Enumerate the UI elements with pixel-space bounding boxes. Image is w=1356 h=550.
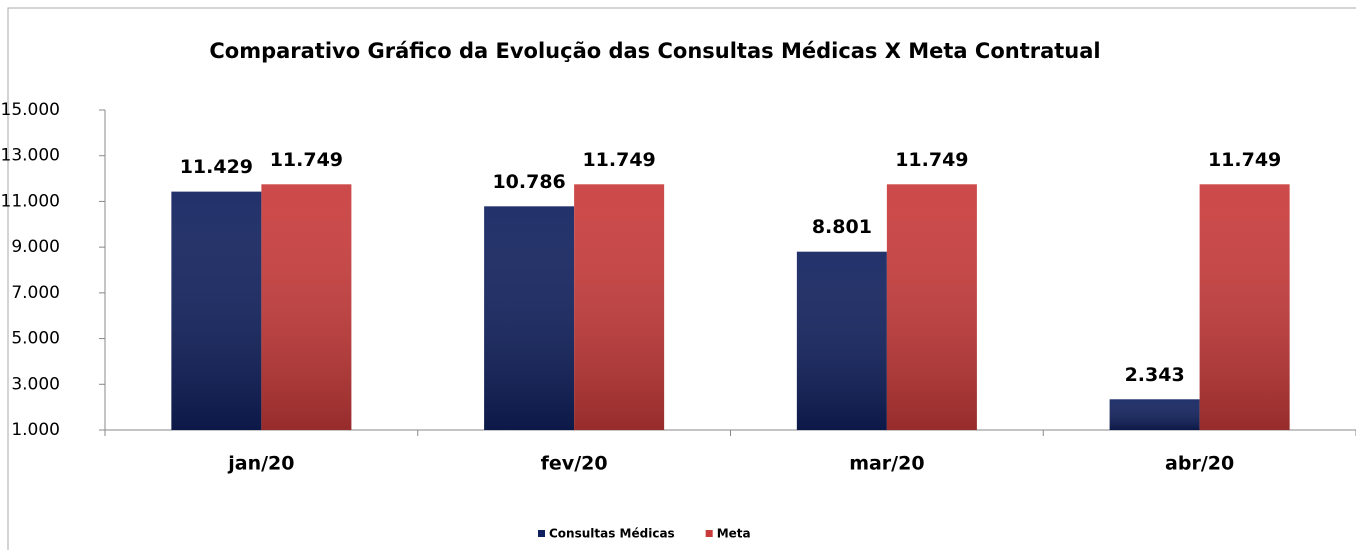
value-label: 11.429: [180, 156, 253, 178]
value-label: 8.801: [812, 216, 872, 238]
x-tick-label: abr/20: [1165, 453, 1234, 475]
bar-shade: [484, 206, 575, 430]
value-label: 10.786: [492, 171, 565, 193]
bar-shade: [171, 191, 262, 430]
chart-border: [7, 7, 1356, 550]
value-label: 11.749: [270, 149, 343, 171]
value-label: 11.749: [1208, 149, 1281, 171]
chart-title: Comparativo Gráfico da Evolução das Cons…: [209, 39, 1100, 63]
y-tick-label: 7.000: [11, 283, 60, 303]
bar-shade: [1109, 399, 1200, 430]
y-tick-label: 15.000: [1, 100, 60, 120]
bar-shade: [1199, 184, 1290, 430]
x-tick-label: mar/20: [849, 453, 924, 475]
legend-swatch: [538, 530, 545, 537]
bar-shade: [796, 251, 887, 430]
y-tick-label: 3.000: [11, 374, 60, 394]
legend-label: Meta: [717, 527, 751, 541]
value-label: 11.749: [582, 149, 655, 171]
y-tick-label: 1.000: [11, 420, 60, 440]
y-tick-label: 13.000: [1, 146, 60, 166]
value-label: 11.749: [895, 149, 968, 171]
value-label: 2.343: [1125, 364, 1185, 386]
bar-shade: [574, 184, 665, 430]
bar-shade: [886, 184, 977, 430]
x-tick-label: jan/20: [227, 453, 294, 475]
x-tick-label: fev/20: [541, 453, 608, 475]
bar-shade: [261, 184, 352, 430]
legend-swatch: [705, 530, 713, 537]
legend-label: Consultas Médicas: [549, 527, 675, 541]
y-tick-label: 5.000: [11, 329, 60, 349]
y-tick-label: 9.000: [11, 237, 60, 257]
y-tick-label: 11.000: [1, 191, 60, 211]
